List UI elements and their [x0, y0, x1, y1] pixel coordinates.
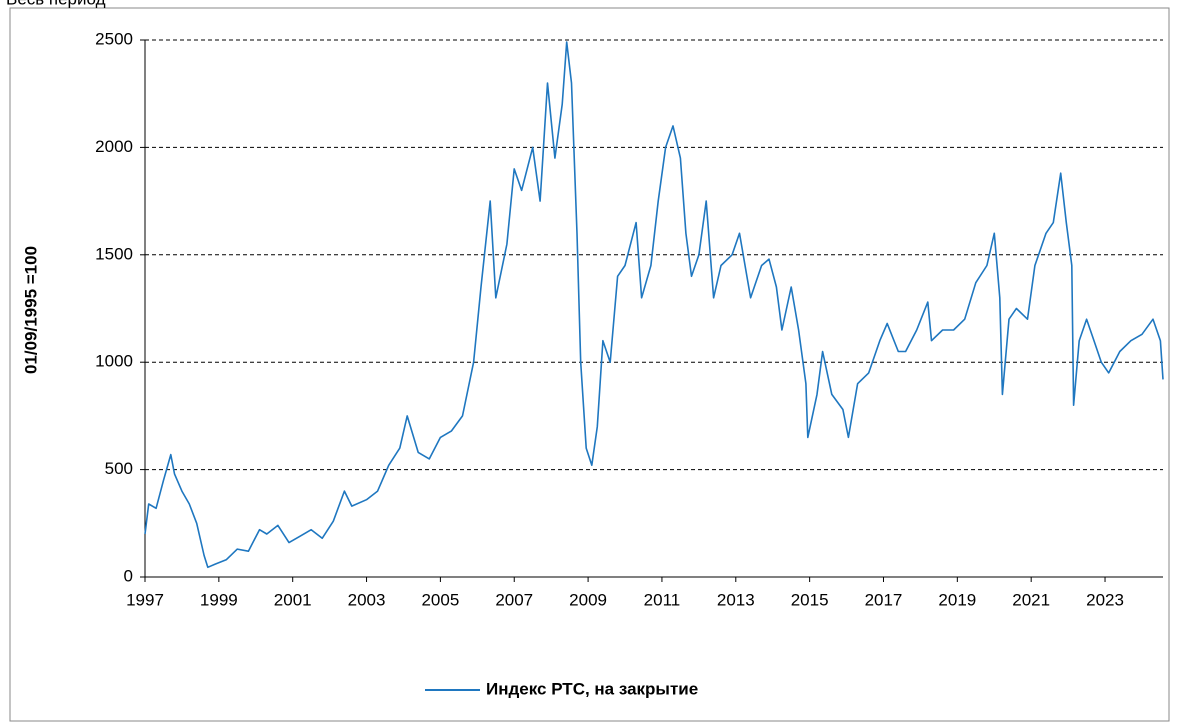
x-tick-label: 2019 [938, 590, 976, 609]
x-tick-label: 1999 [200, 590, 238, 609]
x-tick-label: 2015 [791, 590, 829, 609]
x-tick-label: 2021 [1012, 590, 1050, 609]
x-tick-label: 2023 [1086, 590, 1124, 609]
legend-label: Индекс РТС, на закрытие [486, 679, 698, 698]
y-tick-label: 1500 [95, 244, 133, 263]
y-tick-label: 1000 [95, 352, 133, 371]
x-tick-label: 2009 [569, 590, 607, 609]
x-tick-label: 2013 [717, 590, 755, 609]
x-tick-label: 1997 [126, 590, 164, 609]
x-tick-label: 2001 [274, 590, 312, 609]
chart-frame [9, 7, 1170, 722]
line-series [144, 41, 1164, 569]
chart-title: Весь период [6, 0, 106, 8]
x-tick-label: 2007 [495, 590, 533, 609]
x-tick-label: 2017 [865, 590, 903, 609]
y-tick-label: 0 [124, 566, 133, 585]
y-axis-label: 01/09/1995 =100 [21, 246, 40, 374]
y-tick-label: 2500 [95, 29, 133, 48]
x-tick-label: 2011 [644, 590, 681, 609]
y-tick-label: 2000 [95, 137, 133, 156]
x-tick-label: 2003 [348, 590, 386, 609]
x-tick-label: 2005 [421, 590, 459, 609]
y-tick-label: 500 [105, 459, 133, 478]
